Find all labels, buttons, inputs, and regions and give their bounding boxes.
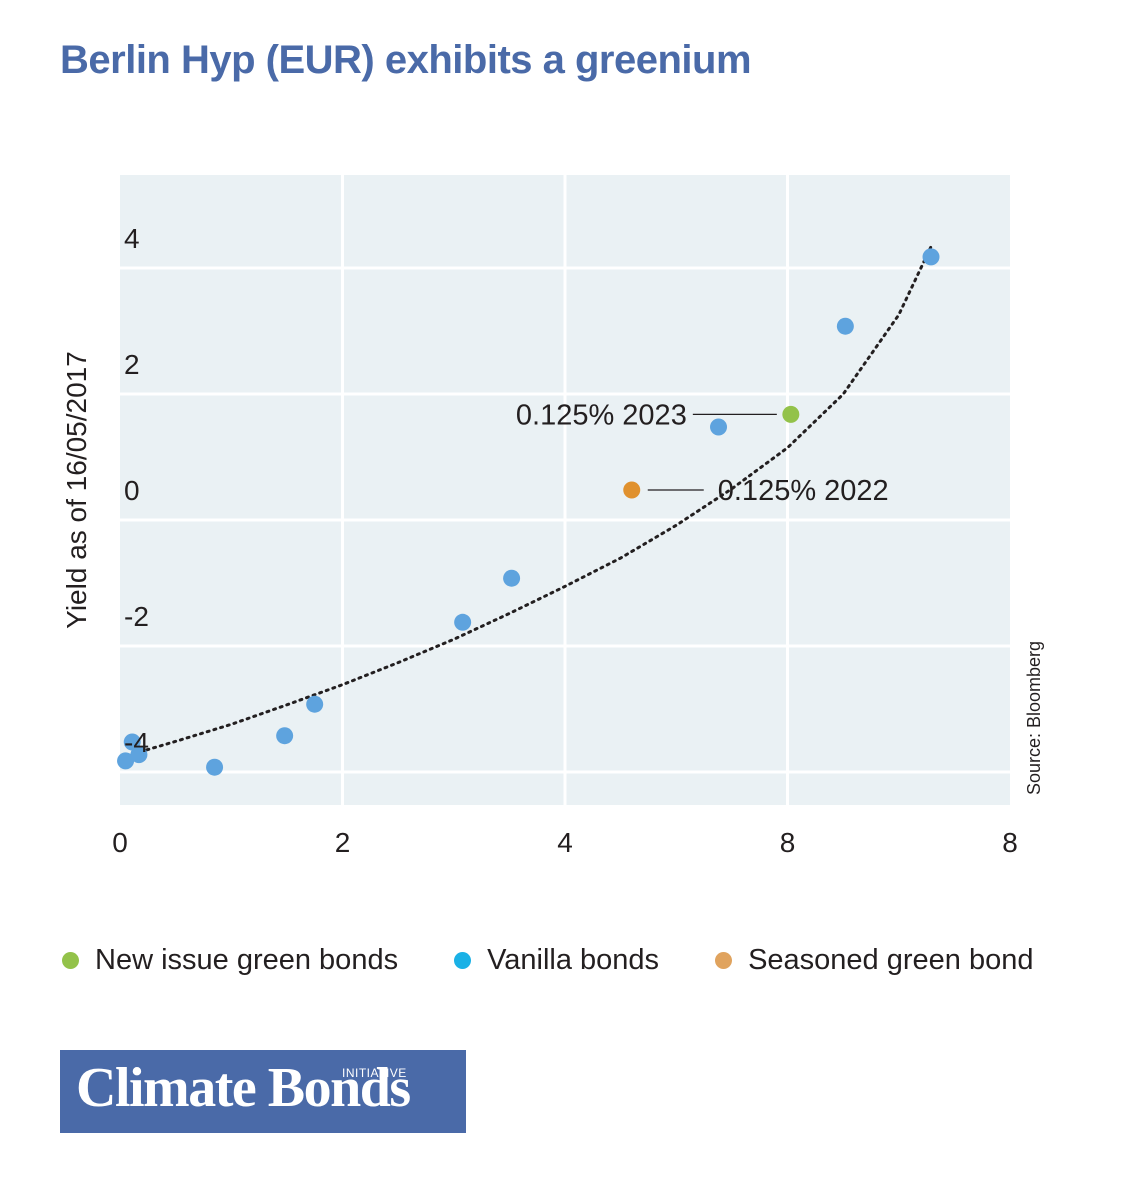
logo-text: Climate Bonds [76,1057,411,1119]
trendline-path [118,242,934,760]
y-axis-label: Yield as of 16/05/2017 [61,351,92,629]
y-tick-label: -2 [124,601,149,632]
grid-lines [120,175,1010,805]
data-point [922,248,940,266]
data-point [503,569,521,587]
annotation-label: 0.125% 2022 [718,475,889,507]
data-point [454,613,472,631]
data-point [710,418,728,436]
climate-bonds-logo: Climate Bonds INITIATIVE [60,1050,466,1133]
data-point [206,758,224,776]
legend-item-seasoned: Seasoned green bond [715,944,1033,977]
legend: New issue green bonds Vanilla bonds Seas… [62,944,1033,977]
logo-subtext: INITIATIVE [342,1066,407,1080]
x-tick-label: 8 [780,827,796,858]
data-point [130,746,148,764]
legend-label: Vanilla bonds [487,944,660,976]
legend-dot-icon [715,952,733,969]
x-tick-label: 8 [1002,827,1018,858]
data-point [836,317,854,335]
legend-label: New issue green bonds [95,944,399,976]
data-point [123,733,141,751]
y-tick-label: -4 [124,727,149,758]
data-point [782,405,800,423]
legend-dot-icon [454,952,472,969]
x-tick-label: 4 [557,827,573,858]
chart-svg: 0.125% 2023 0.125% 2022 0 2 4 8 8 4 2 0 -2 -4 Yiel… [61,175,1044,858]
legend-item-vanilla: Vanilla bonds [454,944,659,977]
y-tick-label: 0 [124,475,140,506]
x-tick-label: 2 [335,827,351,858]
source-note: Source: Bloomberg [1024,641,1044,795]
data-point [306,695,324,713]
data-point [276,727,294,745]
y-tick-label: 4 [124,223,140,254]
y-tick-label: 2 [124,349,140,380]
trendline [118,242,934,760]
legend-item-new-issue: New issue green bonds [62,944,398,977]
legend-label: Seasoned green bond [748,944,1034,976]
tick-labels: 0 2 4 8 8 4 2 0 -2 -4 [112,223,1018,858]
legend-dot-icon [62,952,79,969]
x-tick-label: 0 [112,827,128,858]
data-point [623,481,641,499]
data-points [117,248,940,776]
data-point [117,752,135,770]
chart-title: Berlin Hyp (EUR) exhibits a greenium [60,38,752,82]
annotation-label: 0.125% 2023 [516,399,687,431]
annotations: 0.125% 2023 0.125% 2022 [516,399,889,507]
